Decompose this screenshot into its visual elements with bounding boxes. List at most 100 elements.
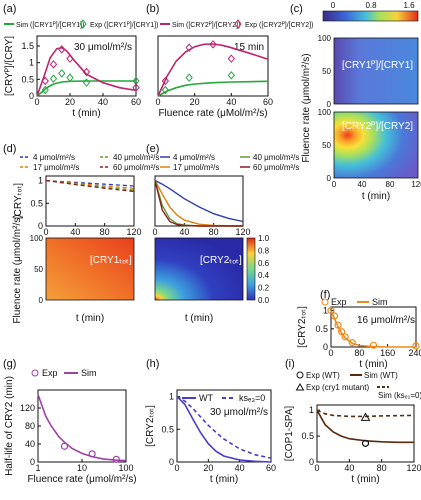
y-axis-label: [CRYₜₒₜ] <box>13 183 24 219</box>
heatmap-title: [CRY1ₜₒₜ] <box>90 255 132 266</box>
series-line <box>45 179 135 189</box>
legend-label: Sim (ksₑ₁=0) <box>378 391 421 400</box>
y-tick-label: 0 <box>309 457 314 467</box>
data-point <box>66 73 74 82</box>
colorbar-tick: 0 <box>331 1 336 10</box>
y-tick-label: 1 <box>38 176 43 186</box>
x-tick-label: 120 <box>406 463 421 473</box>
y-axis-label: [COP1-SPA] <box>284 406 295 462</box>
panel-label: (d) <box>3 143 16 155</box>
legend-label: Exp <box>331 297 347 307</box>
data-point <box>227 71 235 80</box>
data-point <box>361 439 370 447</box>
x-tick-label: 0 <box>314 463 319 473</box>
data-point <box>41 76 49 86</box>
legend-label: Exp (WT) <box>306 371 340 380</box>
heatmap-frame <box>333 111 419 179</box>
panel-label: (i) <box>285 358 295 370</box>
data-point <box>82 67 91 77</box>
x-tick-label: 60 <box>131 97 141 107</box>
series-line <box>316 409 414 444</box>
y-tick-label: 0.5 <box>315 324 328 334</box>
y-tick-label: 0 <box>327 100 332 109</box>
y-tick-label: 80 <box>25 421 35 431</box>
series-line <box>36 46 137 97</box>
x-axis-label: t (min) <box>210 474 238 485</box>
y-tick-label: 100 <box>30 234 44 243</box>
y-tick-label: 1 <box>323 306 328 316</box>
x-axis-label: t (min) <box>72 108 100 119</box>
x-tick-label: 40 <box>70 227 80 237</box>
x-tick-label: 80 <box>377 463 387 473</box>
colorbar-tick: 0.2 <box>258 284 270 293</box>
x-axis-label: t (min) <box>351 474 379 485</box>
x-tick-label: 120 <box>411 180 421 189</box>
legend-marker <box>295 383 305 391</box>
series-line <box>154 180 244 227</box>
series-line <box>154 180 243 227</box>
data-point <box>330 312 339 320</box>
x-tick-label: 0 <box>174 463 179 473</box>
data-point <box>161 76 169 86</box>
data-point <box>209 40 217 49</box>
series-line <box>176 395 272 463</box>
data-point <box>60 442 69 450</box>
heatmap-title: [CRY2ₜₒₜ] <box>200 255 242 266</box>
data-point <box>327 307 335 315</box>
x-tick-label: 40 <box>98 97 108 107</box>
y-tick-label: 1 <box>309 405 314 415</box>
x-tick-label: 120 <box>235 227 250 237</box>
x-tick-label: 20 <box>190 97 200 107</box>
x-tick-label: 40 <box>358 180 367 189</box>
x-tick-label: 100 <box>118 463 133 473</box>
y-tick-label: 0 <box>39 296 44 305</box>
heatmap-cry1-tot <box>45 237 135 301</box>
x-tick-label: 80 <box>354 348 364 358</box>
legend-marker <box>31 369 39 377</box>
panel-label: (a) <box>3 3 16 15</box>
data-point <box>341 333 349 341</box>
data-point <box>161 85 169 95</box>
y-tick-label: 0.5 <box>21 74 34 84</box>
x-tick-label: 1 <box>35 463 40 473</box>
annotation: 16 μmol/m²/s <box>357 315 415 326</box>
y-tick-label: 0 <box>169 457 174 467</box>
y-tick-label: 0.5 <box>30 198 43 208</box>
legend-label: 17 μmol/m²/s <box>33 163 79 172</box>
legend-label: Sim ([CRY1ᴾ]/[CRY1]) <box>16 22 84 29</box>
y-axis-label: Fluence rate (μmol/m²/s) <box>301 53 312 162</box>
data-point <box>49 74 58 83</box>
data-point <box>185 73 193 82</box>
data-point <box>227 54 235 63</box>
plot-frame-f <box>330 306 417 348</box>
plot-frame-i <box>316 404 415 463</box>
panel-label: (h) <box>146 358 159 370</box>
data-point <box>185 43 193 52</box>
y-tick-label: 1.5 <box>21 41 34 51</box>
data-point <box>360 412 371 421</box>
legend-label: 4 μmol/m²/s <box>33 153 75 162</box>
x-axis-label: t (min) <box>76 313 104 324</box>
x-tick-label: 20 <box>203 463 213 473</box>
x-tick-label: 80 <box>386 180 395 189</box>
x-tick-label: 0 <box>328 348 333 358</box>
x-tick-label: 120 <box>126 227 141 237</box>
legend-marker <box>296 371 304 379</box>
series-line <box>36 80 136 97</box>
legend-label: Sim ([CRY2ᴾ]/[CRY2]) <box>172 22 240 29</box>
series-line <box>154 179 244 223</box>
panel-label: (f) <box>320 289 330 301</box>
panel-label: (b) <box>146 3 159 15</box>
legend-label: ksₑ₃=0 <box>239 393 265 403</box>
series-line <box>157 43 269 97</box>
legend-label: 17 μmol/m²/s <box>173 163 219 172</box>
annotation: 30 μmol/m²/s <box>74 42 132 53</box>
legend-label: Exp ([CRY1ᴾ]/[CRY1]) <box>90 22 158 29</box>
legend-label: Exp (cry1 mutant) <box>306 383 369 392</box>
x-tick-label: 0 <box>152 227 157 237</box>
x-tick-label: 160 <box>380 348 395 358</box>
x-axis-label: Fluence rate (μMol/m²/s) <box>158 108 267 119</box>
y-tick-label: 50 <box>34 265 43 274</box>
colorbar-tick: 0.4 <box>258 271 270 280</box>
